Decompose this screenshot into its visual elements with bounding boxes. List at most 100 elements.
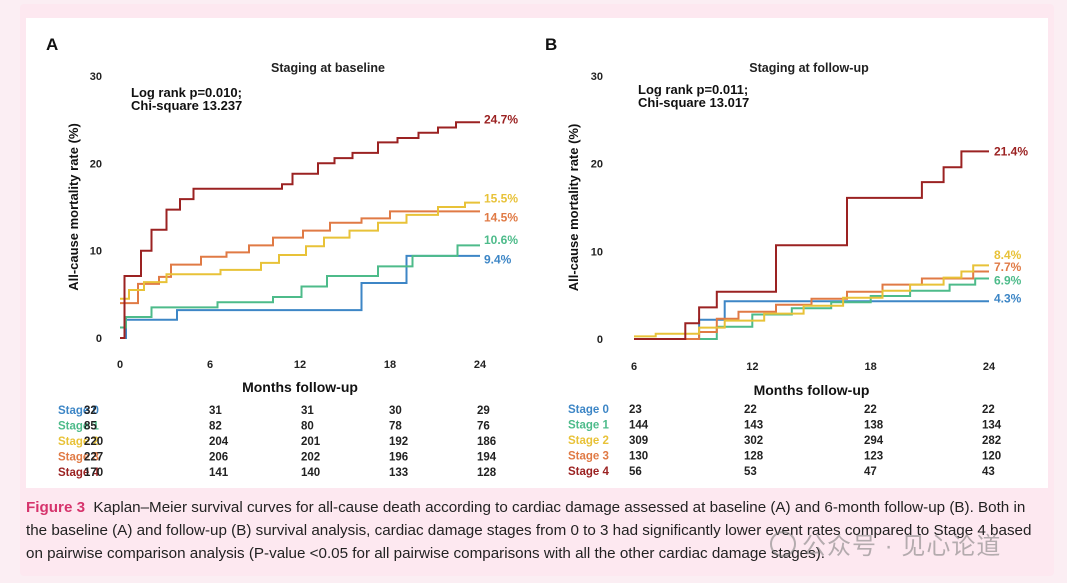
- risk-table-cell: 309: [629, 435, 648, 447]
- y-tick-label: 0: [597, 334, 603, 346]
- risk-table-cell: 31: [209, 405, 222, 417]
- risk-table-cell: 123: [864, 451, 883, 463]
- end-label-stage-0: 9.4%: [484, 252, 512, 266]
- x-axis-label: Months follow-up: [242, 379, 358, 395]
- risk-table-cell: 43: [982, 466, 995, 478]
- risk-table-cell: 194: [477, 452, 497, 464]
- x-tick-label: 18: [384, 359, 396, 371]
- risk-table-cell: 201: [301, 436, 321, 448]
- risk-table-cell: 53: [744, 466, 757, 478]
- risk-table-cell: 186: [477, 436, 496, 448]
- risk-table-cell: 29: [477, 405, 490, 417]
- y-tick-label: 0: [96, 333, 102, 345]
- watermark-text: 公众号 · 见心论道: [802, 533, 1002, 560]
- x-tick-label: 6: [631, 361, 637, 373]
- risk-table-cell: 47: [864, 466, 877, 478]
- end-label-stage-0: 4.3%: [994, 292, 1022, 306]
- risk-table-cell: 282: [982, 435, 1001, 447]
- risk-table-cell: 85: [84, 421, 97, 433]
- risk-table-stage-label: Stage 1: [58, 421, 100, 433]
- risk-table-cell: 133: [389, 467, 408, 479]
- risk-table-cell: 56: [629, 466, 642, 478]
- end-label-stage-4: 21.4%: [994, 144, 1028, 158]
- series-line-stage-1: [120, 244, 480, 329]
- risk-table-cell: 30: [389, 405, 402, 417]
- panel-a: A Staging at baseline Log rank p=0.010;Chi…: [46, 35, 518, 479]
- series-line-stage-3: [120, 210, 480, 305]
- x-axis-label: Months follow-up: [754, 382, 870, 398]
- wechat-icon: [770, 531, 796, 557]
- risk-table-cell: 22: [982, 404, 995, 416]
- end-label-stage-1: 10.6%: [484, 233, 518, 247]
- risk-table-cell: 22: [864, 404, 877, 416]
- y-tick-label: 20: [591, 159, 603, 171]
- y-axis-label: All-cause mortality rate (%): [66, 123, 81, 291]
- risk-table-cell: 140: [301, 467, 320, 479]
- figure-caption: Figure 3 Kaplan–Meier survival curves fo…: [26, 496, 1046, 565]
- watermark: 公众号 · 见心论道: [770, 526, 1001, 561]
- stat-line-2: Chi-square 13.237: [131, 98, 242, 113]
- x-tick-label: 24: [983, 361, 996, 373]
- risk-table-cell: 227: [84, 452, 103, 464]
- risk-table-cell: 204: [209, 436, 229, 448]
- risk-table-stage-label: Stage 2: [58, 436, 99, 448]
- end-label-stage-2: 15.5%: [484, 191, 518, 205]
- chart-title: Staging at baseline: [271, 61, 385, 75]
- series-line-stage-4: [634, 150, 989, 340]
- risk-table-cell: 143: [744, 420, 763, 432]
- x-tick-label: 6: [207, 359, 213, 371]
- panel-letter: B: [545, 35, 557, 54]
- caption-text: Kaplan–Meier survival curves for all-cau…: [26, 499, 1032, 562]
- y-tick-label: 20: [90, 158, 102, 170]
- x-tick-label: 18: [865, 361, 877, 373]
- risk-table-stage-label: Stage 0: [568, 404, 609, 416]
- risk-table-cell: 31: [301, 405, 314, 417]
- risk-table-cell: 128: [744, 451, 764, 463]
- stat-line-1: Log rank p=0.011;: [638, 82, 748, 97]
- risk-table-cell: 192: [389, 436, 408, 448]
- risk-table-cell: 302: [744, 435, 763, 447]
- y-tick-label: 10: [90, 246, 102, 258]
- risk-table-cell: 23: [629, 404, 642, 416]
- y-tick-label: 30: [591, 71, 603, 83]
- y-tick-label: 30: [90, 71, 102, 83]
- risk-table-stage-label: Stage 3: [58, 452, 99, 464]
- risk-table-stage-label: Stage 0: [58, 405, 99, 417]
- series-line-stage-3: [634, 270, 989, 340]
- x-tick-label: 24: [474, 359, 487, 371]
- y-axis-label: All-cause mortality rate (%): [566, 124, 581, 292]
- risk-table-cell: 206: [209, 452, 228, 464]
- end-label-stage-3: 7.7%: [994, 260, 1022, 274]
- risk-table-cell: 134: [982, 420, 1002, 432]
- end-label-stage-3: 14.5%: [484, 210, 518, 224]
- risk-table-cell: 82: [209, 421, 222, 433]
- stat-line-2: Chi-square 13.017: [638, 95, 749, 110]
- risk-table-cell: 130: [629, 451, 648, 463]
- x-tick-label: 12: [294, 359, 306, 371]
- series-line-stage-2: [120, 201, 480, 300]
- risk-table-cell: 196: [389, 452, 408, 464]
- stat-line-1: Log rank p=0.010;: [131, 85, 242, 100]
- risk-table-cell: 22: [744, 404, 757, 416]
- risk-table-cell: 120: [982, 451, 1001, 463]
- series-line-stage-1: [634, 277, 989, 340]
- end-label-stage-4: 24.7%: [484, 113, 518, 127]
- risk-table-cell: 32: [84, 405, 97, 417]
- risk-table-cell: 144: [629, 420, 649, 432]
- risk-table-cell: 202: [301, 452, 320, 464]
- figure-panel: [26, 18, 1048, 488]
- caption-figure-label: Figure 3: [26, 499, 86, 516]
- risk-table-stage-label: Stage 4: [58, 467, 100, 479]
- risk-table-cell: 128: [477, 467, 497, 479]
- risk-table-cell: 220: [84, 436, 103, 448]
- risk-table-cell: 78: [389, 421, 402, 433]
- risk-table-stage-label: Stage 3: [568, 451, 609, 463]
- y-tick-label: 10: [591, 246, 603, 258]
- risk-table-cell: 80: [301, 421, 314, 433]
- chart-title: Staging at follow-up: [749, 61, 869, 75]
- risk-table-cell: 170: [84, 467, 103, 479]
- risk-table-cell: 141: [209, 467, 229, 479]
- risk-table-stage-label: Stage 1: [568, 420, 610, 432]
- risk-table-cell: 138: [864, 420, 884, 432]
